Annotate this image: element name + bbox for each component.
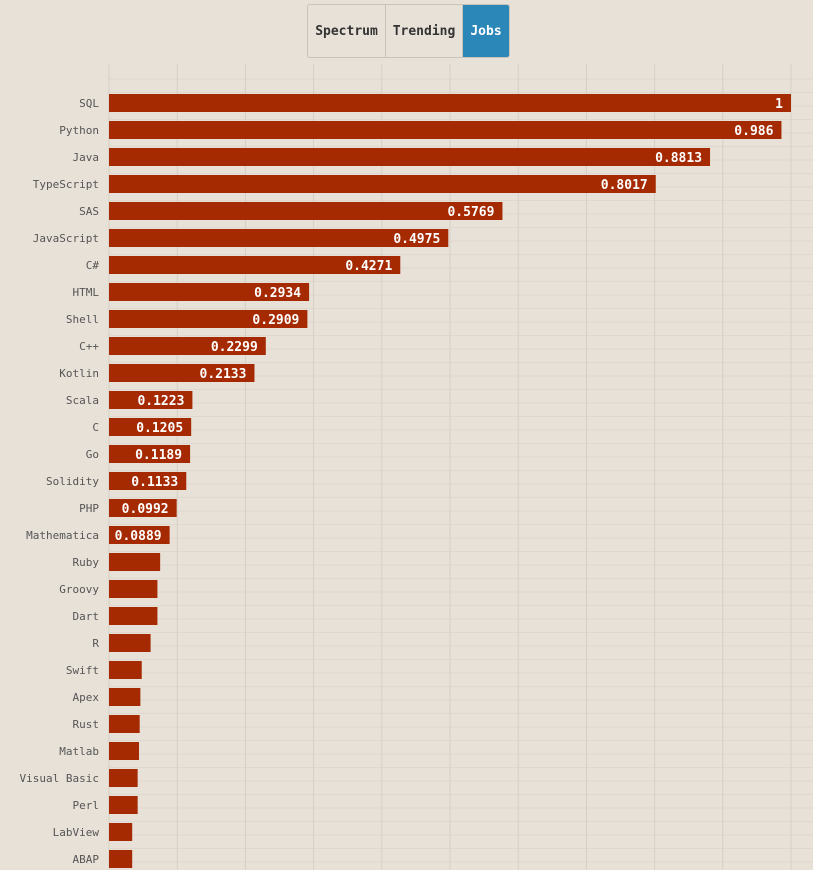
category-label: Ruby [73,556,100,569]
bar[interactable] [109,850,133,868]
category-label: Visual Basic [20,772,99,785]
bar[interactable] [109,499,177,517]
tab-jobs[interactable]: Jobs [462,5,509,57]
bar[interactable] [109,634,151,652]
view-tabs: Spectrum Trending Jobs [307,4,510,58]
bar-value-label: 0.1133 [131,475,178,490]
bar[interactable] [109,472,187,490]
bar[interactable] [109,742,140,760]
category-label: Python [59,124,99,137]
category-label: C++ [79,340,99,353]
bar[interactable] [109,580,158,598]
bar[interactable] [109,337,266,355]
bar[interactable] [109,283,310,301]
category-label: Apex [73,691,100,704]
category-label: Go [86,448,99,461]
category-label: C [92,421,99,434]
category-label: Dart [73,610,100,623]
bar[interactable] [109,688,141,706]
bar[interactable] [109,796,138,814]
category-label: Rust [73,718,100,731]
bar-value-label: 0.0992 [122,502,169,517]
bar-value-label: 0.2934 [254,286,301,301]
category-label: Java [73,151,100,164]
category-label: R [92,637,99,650]
bar-value-label: 0.1223 [137,394,184,409]
tab-spectrum[interactable]: Spectrum [308,5,385,57]
bar-value-label: 0.2299 [211,340,258,355]
bar[interactable] [109,661,142,679]
chart-grid [108,64,813,870]
category-label: LabView [53,826,100,839]
bar[interactable] [109,256,401,274]
bar-value-label: 0.1189 [135,448,182,463]
category-label: Matlab [59,745,99,758]
bar[interactable] [109,229,449,247]
bar[interactable] [109,148,711,166]
category-label: ABAP [73,853,100,866]
bar[interactable] [109,310,308,328]
category-label: Kotlin [59,367,99,380]
bar-value-label: 0.8813 [655,151,702,166]
bar[interactable] [109,769,138,787]
bar[interactable] [109,553,161,571]
bar-value-label: 0.5769 [447,205,494,220]
category-label: JavaScript [33,232,99,245]
bar-value-label: 0.986 [734,124,773,139]
tab-trending[interactable]: Trending [385,5,462,57]
bar[interactable] [109,607,158,625]
bar[interactable] [109,121,782,139]
bar[interactable] [109,202,503,220]
category-label: Swift [66,664,99,677]
category-label: Scala [66,394,99,407]
category-label: Perl [73,799,100,812]
bar[interactable] [109,715,140,733]
bar[interactable] [109,364,255,382]
bar-value-label: 0.2909 [252,313,299,328]
category-label: HTML [73,286,100,299]
bar-value-label: 0.0889 [115,529,162,544]
bar-value-label: 1 [775,97,783,112]
bar[interactable] [109,823,133,841]
category-label: SAS [79,205,99,218]
bar[interactable] [109,445,191,463]
bar-value-label: 0.2133 [200,367,247,382]
bar[interactable] [109,391,193,409]
category-label: TypeScript [33,178,99,191]
category-label: SQL [79,97,99,110]
bar-value-label: 0.4975 [393,232,440,247]
category-label: PHP [79,502,99,515]
bar[interactable] [109,418,192,436]
bar[interactable] [109,526,170,544]
category-label: Mathematica [26,529,99,542]
category-label: Groovy [59,583,99,596]
bar-value-label: 0.1205 [136,421,183,436]
bar-value-label: 0.4271 [345,259,392,274]
category-label: C# [86,259,100,272]
category-label: Solidity [46,475,99,488]
bar[interactable] [109,175,656,193]
bar-value-label: 0.8017 [601,178,648,193]
bar[interactable] [109,94,791,112]
category-label: Shell [66,313,99,326]
